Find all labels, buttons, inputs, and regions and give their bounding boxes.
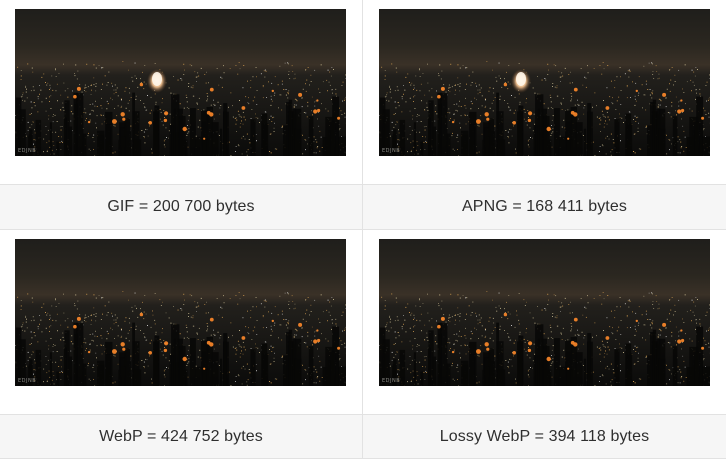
gif-watermark: EDJNB	[18, 148, 37, 154]
webp-watermark: EDJNB	[18, 378, 37, 384]
city-night-artwork	[15, 239, 346, 386]
lossy-webp-size-label: Lossy WebP = 394 118 bytes	[363, 414, 726, 459]
gif-size-label: GIF = 200 700 bytes	[0, 184, 362, 230]
apng-watermark: EDJNB	[382, 148, 401, 154]
city-night-artwork	[379, 239, 710, 386]
gif-panel: EDJNB	[0, 0, 362, 184]
webp-size-label: WebP = 424 752 bytes	[0, 414, 362, 459]
city-night-artwork	[379, 9, 710, 156]
apng-size-label: APNG = 168 411 bytes	[363, 184, 726, 230]
lossy-webp-panel: EDJNB	[363, 230, 726, 414]
lossy-webp-watermark: EDJNB	[382, 378, 401, 384]
gif-city-image: EDJNB	[15, 9, 346, 156]
column-divider	[362, 0, 363, 459]
city-night-artwork	[15, 9, 346, 156]
webp-city-image: EDJNB	[15, 239, 346, 386]
lossy-webp-city-image: EDJNB	[379, 239, 710, 386]
apng-panel: EDJNB	[363, 0, 726, 184]
webp-panel: EDJNB	[0, 230, 362, 414]
apng-city-image: EDJNB	[379, 9, 710, 156]
